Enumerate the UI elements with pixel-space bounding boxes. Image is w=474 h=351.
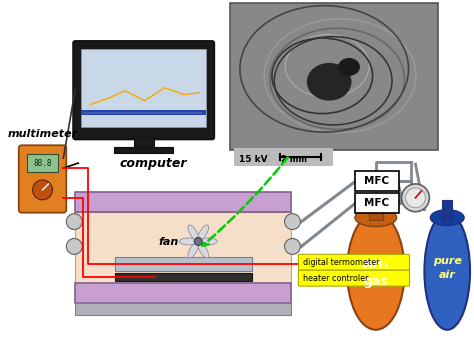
Circle shape bbox=[33, 180, 53, 200]
Ellipse shape bbox=[198, 225, 209, 241]
Text: 15 kV: 15 kV bbox=[239, 155, 267, 164]
Text: fan: fan bbox=[159, 237, 179, 247]
Text: 88.8: 88.8 bbox=[33, 159, 52, 167]
Text: multimeter: multimeter bbox=[8, 129, 78, 139]
Circle shape bbox=[66, 238, 82, 254]
Ellipse shape bbox=[307, 63, 352, 101]
Ellipse shape bbox=[430, 210, 464, 226]
Ellipse shape bbox=[180, 238, 197, 245]
Bar bbox=[115, 273, 252, 281]
Bar bbox=[75, 303, 292, 315]
Circle shape bbox=[401, 184, 429, 212]
Text: MFC: MFC bbox=[364, 198, 389, 208]
FancyBboxPatch shape bbox=[73, 41, 214, 139]
Text: computer: computer bbox=[120, 157, 187, 170]
Circle shape bbox=[284, 238, 301, 254]
FancyBboxPatch shape bbox=[355, 193, 399, 213]
Bar bbox=[81, 49, 206, 127]
Bar bbox=[27, 154, 58, 172]
Ellipse shape bbox=[188, 225, 199, 241]
Bar bbox=[369, 200, 383, 220]
Bar bbox=[81, 110, 206, 115]
Ellipse shape bbox=[198, 242, 209, 258]
Bar bbox=[75, 212, 292, 283]
Bar bbox=[114, 147, 173, 153]
FancyBboxPatch shape bbox=[355, 171, 399, 191]
Bar bbox=[75, 283, 292, 303]
FancyBboxPatch shape bbox=[299, 254, 410, 270]
Ellipse shape bbox=[188, 242, 199, 258]
Ellipse shape bbox=[199, 238, 217, 245]
Circle shape bbox=[66, 214, 82, 230]
Text: NH₃: NH₃ bbox=[363, 258, 389, 271]
Text: digital termometer: digital termometer bbox=[303, 258, 380, 267]
Text: heater controler: heater controler bbox=[303, 274, 369, 283]
Bar bbox=[75, 192, 292, 212]
Circle shape bbox=[284, 214, 301, 230]
Bar bbox=[134, 137, 154, 147]
Bar bbox=[115, 257, 252, 271]
Bar bbox=[230, 4, 438, 150]
Text: 2 mm: 2 mm bbox=[281, 155, 307, 164]
FancyBboxPatch shape bbox=[19, 145, 66, 213]
Ellipse shape bbox=[338, 58, 360, 76]
Ellipse shape bbox=[355, 209, 397, 227]
Bar bbox=[442, 200, 452, 220]
Circle shape bbox=[406, 188, 425, 208]
Text: air: air bbox=[439, 270, 456, 280]
Bar bbox=[234, 148, 333, 166]
Text: MFC: MFC bbox=[364, 176, 389, 186]
Ellipse shape bbox=[424, 213, 470, 330]
Text: pure: pure bbox=[433, 256, 462, 266]
Circle shape bbox=[194, 238, 202, 245]
Ellipse shape bbox=[347, 213, 405, 330]
Text: gas: gas bbox=[364, 274, 388, 287]
FancyBboxPatch shape bbox=[299, 270, 410, 286]
